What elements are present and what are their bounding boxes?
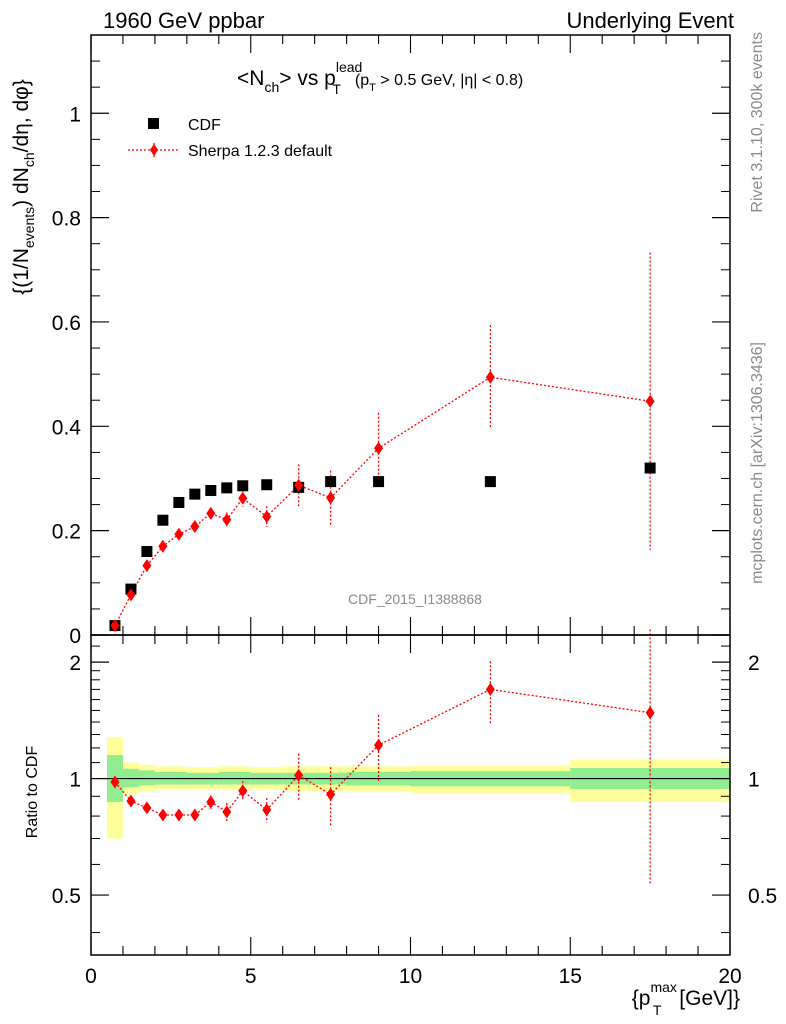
legend-mc-marker [150,144,158,156]
main-ytick-label-3: 0.6 [52,312,81,335]
data-point-4 [173,496,185,508]
ratio-point-12 [374,738,384,752]
main-y-axis-label: {(1/Nevents) dNch/dη, dφ} [10,79,37,295]
data-point-2 [141,546,153,558]
data-point-6 [205,484,217,496]
ratio-x-ticks: 0 5 10 15 20 [85,635,742,988]
xtick-label-1: 5 [245,965,257,988]
xtick-label-0: 0 [85,965,97,988]
legend-data-label: CDF [188,117,221,134]
legend-data-marker [148,118,159,129]
ratio-point-14 [645,706,655,720]
mc-point-0 [110,619,120,633]
ratio-ytick-label-2: 2 [69,652,81,675]
mc-point-9 [262,510,272,524]
ratio-point-5 [190,808,200,822]
main-error-bars [114,252,651,628]
mc-point-7 [222,513,232,527]
data-point-9 [261,479,273,491]
mcplots-label: mcplots.cern.ch [arXiv:1306.3436] [749,342,766,584]
ratio-point-6 [206,795,216,809]
xtick-label-2: 10 [399,965,422,988]
ratio-point-0 [110,775,120,789]
ratio-ytick-label-right-1: 1 [748,769,760,792]
ratio-point-4 [174,808,184,822]
data-point-12 [373,476,385,488]
legend-mc-label: Sherpa 1.2.3 default [188,143,333,160]
ratio-y-ticks: 0.5 0.5 1 1 2 2 [52,645,777,934]
xtick-label-3: 15 [559,965,582,988]
main-panel: CDF_2015_I1388868 0 0.2 0.4 0.6 0.8 1 [52,34,731,648]
mc-line [114,376,651,626]
ratio-point-8 [238,784,248,798]
xtick-label-4: 20 [718,965,741,988]
band-inner-2 [138,770,155,786]
ratio-point-13 [485,682,495,696]
data-point-7 [221,482,233,494]
plot-title: <Nch> vs plead T (pT > 0.5 GeV, |η| < 0.8) [237,59,523,97]
main-ytick-label-1: 0.2 [52,521,81,544]
mc-point-8 [238,491,248,505]
ratio-y-axis-label: Ratio to CDF [24,746,41,839]
mc-point-11 [326,491,336,505]
x-axis-label: {pmax T [GeV]} [632,979,740,1018]
ratio-point-9 [262,803,272,817]
mc-point-3 [158,539,168,553]
ratio-mc-markers [110,682,655,822]
main-ytick-label-0: 0 [69,625,81,648]
legend: CDF Sherpa 1.2.3 default [128,117,333,160]
ratio-error-bars [114,629,651,886]
mc-point-13 [485,370,495,384]
data-point-5 [189,488,201,500]
ratio-point-3 [158,808,168,822]
main-y-ticks: 0 0.2 0.4 0.6 0.8 1 [52,60,730,648]
mc-point-6 [206,506,216,520]
ratio-point-10 [294,768,304,782]
ratio-point-7 [222,805,232,819]
ratio-point-2 [142,801,152,815]
mc-point-2 [142,559,152,573]
mc-markers [110,370,655,633]
data-point-8 [237,480,249,492]
mc-point-14 [645,394,655,408]
mc-point-5 [190,519,200,533]
ratio-ytick-label-1: 1 [69,769,81,792]
data-point-3 [157,514,169,526]
main-ytick-label-5: 1 [69,103,81,126]
ratio-ytick-label-right-2: 2 [748,652,760,675]
data-point-14 [644,462,656,474]
data-point-13 [484,476,496,488]
ratio-point-1 [126,794,136,808]
data-point-11 [325,476,337,488]
ratio-ytick-label-0: 0.5 [52,885,81,908]
rivet-label: Rivet 3.1.10, 300k events [749,32,766,213]
main-ytick-label-4: 0.8 [52,208,81,231]
header-left: 1960 GeV ppbar [103,8,264,33]
ratio-panel: 0.5 0.5 1 1 2 2 0 5 10 15 20 [52,629,777,988]
mc-point-10 [294,478,304,492]
main-x-ticks [90,35,731,635]
main-ytick-label-2: 0.4 [52,416,82,439]
mc-point-4 [174,527,184,541]
header-right: Underlying Event [566,8,734,33]
main-frame [90,34,731,636]
ratio-point-11 [326,787,336,801]
ratio-ytick-label-right-0: 0.5 [748,885,777,908]
ratio-mc-line [114,688,651,816]
mc-point-12 [374,441,384,455]
mc-point-1 [126,588,136,602]
analysis-watermark: CDF_2015_I1388868 [348,591,482,607]
